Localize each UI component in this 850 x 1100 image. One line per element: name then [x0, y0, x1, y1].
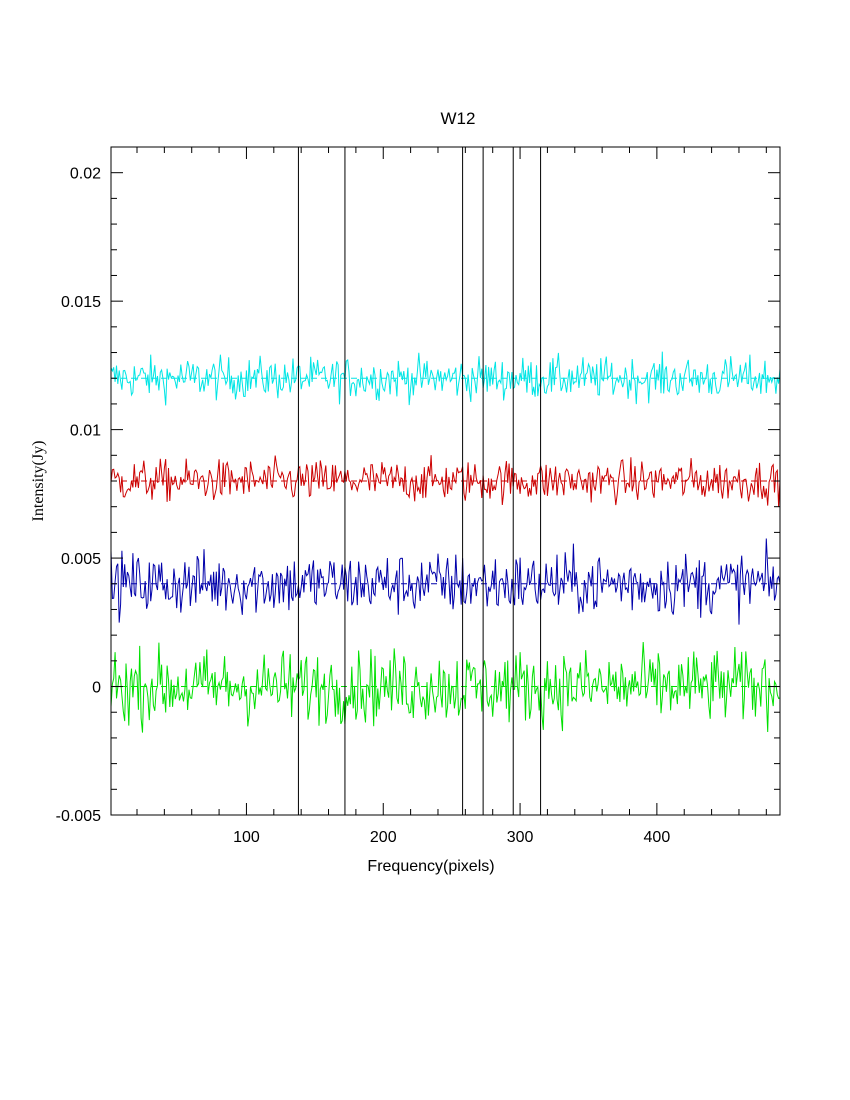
x-tick-label: 200 [370, 829, 397, 846]
series-line-1 [110, 455, 781, 507]
y-tick-label: 0 [92, 680, 101, 697]
series-line-0 [110, 351, 781, 406]
y-tick-label: -0.005 [56, 808, 101, 825]
y-tick-label: 0.005 [61, 551, 101, 568]
x-tick-label: 400 [644, 829, 671, 846]
x-axis-label: Frequency(pixels) [367, 858, 494, 875]
plot-content [110, 147, 781, 815]
axes: 100 200 300 400 -0.005 0 0.005 0.01 0.015 0.02 [56, 147, 780, 846]
series-line-3 [110, 641, 781, 733]
x-tick-label: 100 [233, 829, 260, 846]
y-tick-label: 0.01 [70, 423, 101, 440]
x-tick-label: 300 [507, 829, 534, 846]
y-axis-label: Intensity(Jy) [30, 441, 47, 522]
y-tick-label: 0.02 [70, 166, 101, 183]
y-tick-label: 0.015 [61, 294, 101, 311]
chart-title: W12 [441, 109, 476, 128]
series-line-2 [110, 538, 781, 625]
